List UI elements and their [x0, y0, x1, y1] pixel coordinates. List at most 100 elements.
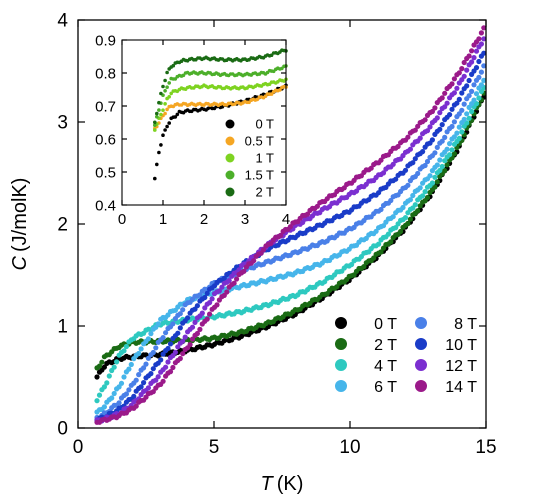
y-tick-label: 0.7 — [95, 98, 116, 115]
data-point — [207, 300, 213, 306]
data-point — [260, 247, 267, 253]
data-point — [138, 384, 144, 390]
y-tick-label: 0.6 — [95, 131, 116, 148]
data-point — [180, 307, 186, 313]
legend-label: 12 T — [445, 358, 477, 375]
data-point — [126, 387, 132, 393]
data-point — [165, 107, 169, 112]
data-point — [464, 111, 470, 117]
data-point — [451, 134, 457, 140]
data-point — [434, 179, 440, 185]
data-point — [194, 303, 200, 309]
data-point — [478, 82, 484, 88]
data-point — [101, 384, 107, 390]
data-point — [182, 334, 188, 340]
data-point — [116, 400, 122, 406]
data-point — [241, 268, 247, 274]
data-point — [185, 315, 191, 321]
data-point — [444, 100, 450, 106]
data-point — [434, 162, 440, 168]
data-point — [376, 241, 382, 247]
data-point — [451, 90, 457, 96]
legend-entry: 2 T — [335, 337, 397, 354]
legend-marker — [335, 317, 347, 329]
data-point — [161, 133, 165, 137]
data-point — [447, 141, 453, 147]
data-point — [415, 208, 421, 214]
data-point — [437, 110, 443, 116]
data-point — [202, 305, 208, 311]
data-point — [415, 170, 421, 177]
data-point — [410, 160, 416, 166]
data-point — [204, 316, 210, 322]
data-point — [106, 373, 112, 379]
data-point — [269, 92, 274, 96]
data-point — [111, 364, 117, 370]
data-point — [150, 389, 156, 395]
data-point — [439, 163, 445, 170]
inset-plot-points — [153, 48, 288, 181]
data-point — [454, 85, 460, 91]
inset-plot: 0 1 2 3 4 0.4 0.5 0.6 0.7 0.8 0.9 0 T 0.5 T 1 T 1.5 T… — [95, 32, 290, 228]
data-point — [437, 157, 443, 163]
data-point — [157, 108, 161, 112]
data-point — [153, 128, 157, 132]
legend-marker — [335, 380, 347, 392]
data-point — [192, 319, 198, 325]
data-point — [451, 119, 457, 125]
data-point — [167, 121, 171, 125]
data-point — [177, 311, 183, 317]
legend-entry: 4 T — [335, 358, 397, 375]
data-point — [437, 167, 443, 174]
data-point — [422, 117, 428, 123]
data-point — [157, 100, 161, 105]
data-point — [424, 158, 431, 165]
legend-entry: 2 T — [225, 185, 274, 200]
y-tick-label: 3 — [57, 113, 68, 134]
y-axis-label: C(J/molK) — [9, 178, 31, 271]
x-tick-label: 1 — [159, 211, 167, 228]
data-point — [393, 225, 399, 231]
data-point — [145, 385, 151, 391]
data-point — [161, 84, 165, 89]
data-point — [153, 123, 157, 127]
data-point — [94, 374, 100, 380]
data-point — [160, 378, 166, 384]
data-point — [402, 215, 409, 221]
data-point — [481, 50, 487, 56]
data-point — [170, 364, 176, 371]
x-tick-label: 5 — [209, 437, 220, 458]
data-point — [287, 224, 293, 230]
data-point — [153, 176, 157, 181]
data-point — [464, 67, 470, 73]
data-point — [155, 111, 159, 116]
data-point — [167, 341, 174, 347]
x-axis-label: T (K) — [261, 473, 304, 495]
data-point — [459, 90, 465, 96]
data-point — [180, 351, 186, 357]
data-point — [153, 345, 159, 351]
data-point — [170, 321, 176, 327]
data-point — [143, 361, 149, 367]
legend-marker — [225, 136, 235, 146]
x-tick-label: 3 — [241, 211, 249, 228]
data-point — [109, 395, 115, 401]
legend-entry: 6 T — [335, 379, 397, 396]
data-point — [424, 194, 431, 201]
data-point — [305, 211, 311, 217]
data-point — [175, 112, 180, 117]
data-point — [388, 239, 394, 245]
data-point — [160, 335, 166, 341]
data-point — [417, 135, 423, 141]
data-point — [155, 374, 161, 380]
data-point — [476, 74, 482, 80]
data-point — [121, 374, 127, 380]
data-point — [189, 336, 196, 342]
data-point — [437, 126, 443, 132]
x-tick-label: 4 — [282, 211, 290, 228]
data-point — [226, 278, 232, 284]
data-point — [461, 116, 467, 122]
data-point — [476, 58, 482, 65]
legend-label: 0 T — [374, 316, 397, 333]
data-point — [118, 380, 125, 386]
